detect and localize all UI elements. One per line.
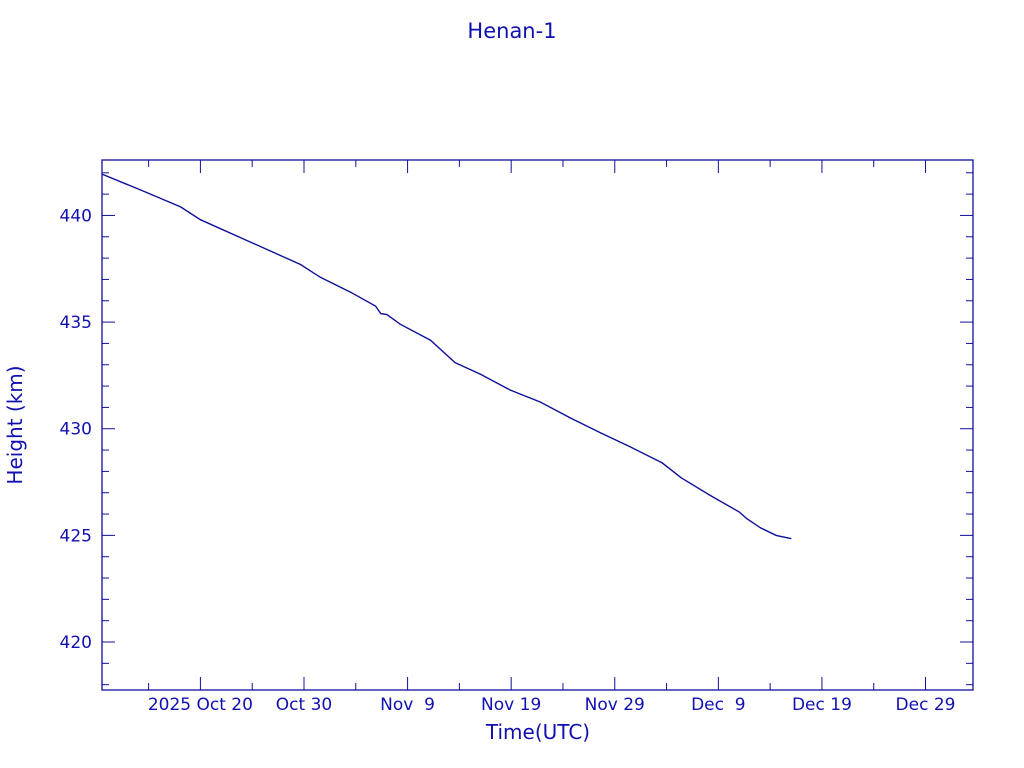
data-point: [600, 432, 602, 434]
data-point: [350, 291, 352, 293]
x-tick-label: Dec 9: [691, 695, 746, 715]
y-tick-label: 425: [60, 526, 92, 546]
y-tick-label: 440: [60, 206, 92, 226]
data-point: [249, 241, 252, 243]
y-tick-label: 420: [60, 633, 92, 653]
data-point: [429, 339, 432, 341]
data-point: [539, 401, 542, 403]
x-tick-label: Nov 19: [481, 695, 541, 715]
data-point: [790, 537, 792, 540]
data-point: [510, 389, 512, 391]
data-point: [375, 305, 377, 307]
x-tick-label: Dec 29: [896, 695, 956, 715]
data-point: [386, 314, 388, 316]
x-tick-label: 2025 Oct 20: [148, 695, 253, 715]
data-point: [629, 446, 631, 448]
data-point: [661, 462, 663, 464]
plot-frame: [101, 159, 974, 691]
data-point: [745, 517, 748, 519]
data-point: [319, 276, 321, 278]
data-point: [760, 527, 762, 529]
data-point: [454, 362, 456, 364]
height-series-line: [102, 173, 792, 540]
data-point: [479, 373, 482, 375]
data-point: [299, 263, 302, 266]
data-point: [570, 417, 572, 419]
data-point: [179, 206, 182, 208]
data-point: [710, 495, 712, 497]
data-point: [380, 312, 382, 315]
y-tick-label: 435: [60, 313, 92, 333]
x-tick-label: Dec 19: [792, 695, 852, 715]
data-point: [199, 219, 202, 221]
data-point: [139, 189, 142, 191]
data-point: [680, 477, 682, 479]
data-point: [775, 534, 777, 536]
x-tick-label: Nov 29: [585, 695, 645, 715]
x-tick-label: Nov 9: [380, 695, 435, 715]
x-tick-label: Oct 30: [276, 695, 332, 715]
data-point: [399, 323, 401, 325]
data-point: [738, 511, 740, 513]
data-point: [102, 173, 104, 176]
x-axis-label: Time(UTC): [485, 720, 590, 744]
chart-title: Henan-1: [467, 19, 556, 43]
y-axis-label: Height (km): [3, 365, 27, 484]
y-tick-label: 430: [60, 420, 92, 440]
